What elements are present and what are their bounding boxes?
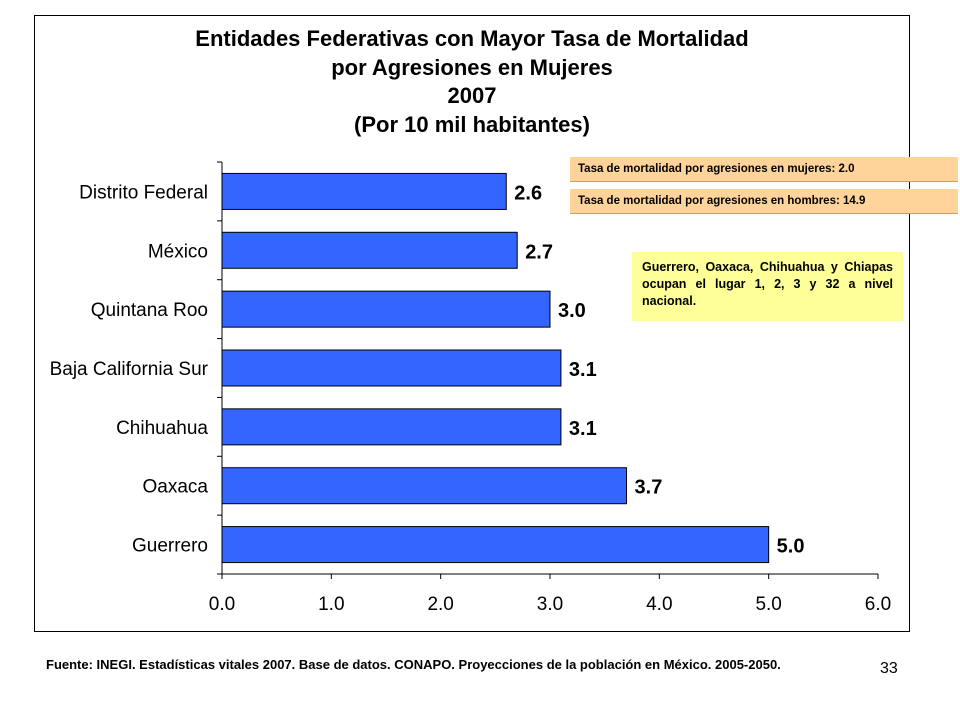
category-label: Distrito Federal	[79, 182, 208, 203]
x-tick-label: 3.0	[537, 594, 563, 615]
x-tick-label: 1.0	[318, 594, 344, 615]
chart-title-line-3: 2007	[447, 83, 497, 108]
value-label: 2.6	[514, 182, 542, 204]
value-label: 3.1	[569, 359, 597, 381]
x-tick-label: 6.0	[865, 594, 891, 615]
bar	[221, 467, 628, 505]
value-label: 3.1	[569, 418, 597, 440]
page-number: 33	[880, 660, 898, 677]
category-label: México	[148, 241, 208, 262]
value-label: 2.7	[525, 241, 553, 263]
value-label: 3.0	[558, 300, 586, 322]
women-rate-note: Tasa de mortalidad por agresiones en muj…	[570, 157, 958, 182]
category-label: Quintana Roo	[91, 300, 208, 321]
men-rate-note: Tasa de mortalidad por agresiones en hom…	[570, 189, 958, 214]
bar	[221, 231, 518, 269]
bar	[221, 408, 562, 446]
category-label: Oaxaca	[143, 477, 209, 498]
value-label: 5.0	[777, 536, 805, 558]
bar	[221, 172, 507, 210]
bar	[221, 290, 551, 328]
x-tick-label: 5.0	[755, 594, 781, 615]
category-label: Chihuahua	[116, 418, 208, 439]
source-note: Fuente: INEGI. Estadísticas vitales 2007…	[46, 657, 781, 672]
chart-title-line-1: Entidades Federativas con Mayor Tasa de …	[195, 26, 749, 51]
chart-title-line-4: (Por 10 mil habitantes)	[354, 112, 590, 137]
category-label: Baja California Sur	[50, 359, 209, 380]
x-tick-label: 2.0	[427, 594, 453, 615]
x-tick-label: 0.0	[209, 594, 235, 615]
value-label: 3.7	[635, 477, 663, 499]
chart-title-line-2: por Agresiones en Mujeres	[331, 55, 613, 80]
category-label: Guerrero	[132, 536, 208, 557]
x-tick-label: 4.0	[646, 594, 672, 615]
ranking-callout: Guerrero, Oaxaca, Chihuahua y Chiapas oc…	[632, 252, 903, 321]
bar	[221, 526, 770, 564]
bar	[221, 349, 562, 387]
